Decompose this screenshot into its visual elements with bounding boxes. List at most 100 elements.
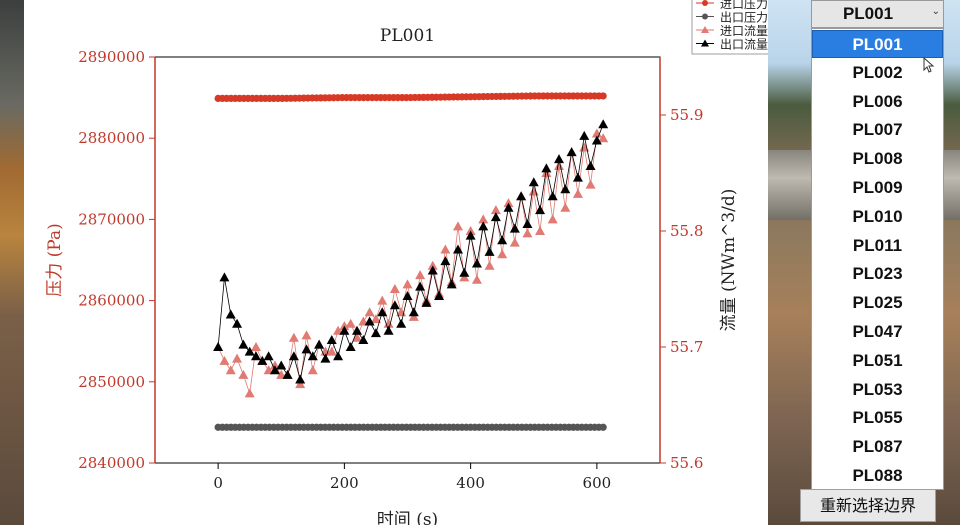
series-2-point: [490, 205, 501, 215]
series-2-point: [554, 161, 564, 171]
pipeline-option-pl055[interactable]: PL055: [852, 408, 903, 428]
series-line-3: [217, 124, 604, 380]
series-2-point: [219, 355, 230, 365]
pipeline-option-pl010[interactable]: PL010: [852, 206, 903, 226]
pipeline-option-pl007[interactable]: PL007: [852, 120, 903, 140]
pipeline-select[interactable]: PL001 ⌄: [811, 0, 944, 28]
series-3-point: [434, 290, 445, 300]
series-3-point: [509, 223, 520, 233]
series-2-point: [389, 284, 400, 293]
series-3-point: [579, 130, 590, 140]
y-left-tick-label: 2850000: [78, 373, 145, 391]
pipeline-option-pl006[interactable]: PL006: [852, 91, 903, 111]
series-3-point: [598, 119, 609, 129]
chart-title: PL001: [380, 26, 435, 46]
pipeline-option-pl051[interactable]: PL051: [852, 350, 903, 370]
pipeline-option-pl053[interactable]: PL053: [852, 379, 903, 399]
series-2-point: [295, 379, 306, 389]
pipeline-option-pl023[interactable]: PL023: [852, 264, 903, 284]
y-right-tick-label: 55.6: [670, 454, 703, 472]
legend-label-1: 出口压力: [720, 11, 768, 25]
series-2-point: [238, 369, 249, 379]
series-2-point: [383, 318, 394, 328]
series-2-point: [377, 295, 388, 305]
pipeline-select-value: PL001: [842, 4, 894, 23]
series-2-point: [591, 128, 602, 138]
pipeline-option-pl088[interactable]: PL088: [852, 466, 903, 485]
series-2-point: [471, 274, 482, 284]
series-3-point: [516, 191, 527, 201]
series-2-point: [370, 314, 381, 324]
series-2-point: [572, 188, 583, 198]
x-axis-label: 时间 (s): [377, 510, 438, 525]
series-3-point: [427, 265, 438, 275]
series-3-point: [257, 355, 268, 365]
series-3-point: [352, 325, 362, 335]
x-tick-label: 600: [583, 474, 612, 492]
series-3-point: [383, 325, 394, 335]
reselect-boundary-button[interactable]: 重新选择边界: [800, 489, 936, 522]
series-2-point: [598, 133, 609, 143]
series-3-point: [471, 258, 482, 268]
y-left-tick-label: 2870000: [78, 210, 145, 228]
series-3-point: [345, 342, 356, 351]
series-2-point: [427, 260, 438, 270]
series-2-point: [333, 325, 344, 335]
series-2-point: [364, 307, 375, 317]
y-right-tick-label: 55.7: [670, 338, 703, 356]
y-left-tick-label: 2860000: [78, 292, 145, 310]
series-3-point: [484, 246, 495, 256]
series-2-point: [251, 342, 261, 351]
series-2-point: [339, 321, 350, 331]
pipeline-option-pl047[interactable]: PL047: [852, 322, 903, 341]
series-3-point: [446, 279, 457, 289]
series-3-point: [377, 307, 388, 317]
series-2-point: [225, 365, 236, 375]
series-2-point: [326, 346, 337, 356]
series-3-point: [440, 256, 451, 266]
series-2-point: [541, 168, 552, 177]
series-2-point: [560, 202, 571, 212]
x-tick-label: 0: [213, 474, 223, 492]
series-2-point: [408, 311, 419, 321]
series-3-point: [320, 353, 331, 363]
chevron-down-icon[interactable]: ⌄: [931, 6, 940, 17]
series-3-point: [269, 365, 280, 375]
series-3-point: [478, 221, 489, 231]
series-3-point: [541, 163, 552, 173]
series-2-point: [453, 221, 463, 231]
pipeline-option-pl002[interactable]: PL002: [852, 62, 903, 82]
series-3-point: [244, 346, 255, 356]
y-left-tick-label: 2890000: [78, 48, 145, 66]
legend-label-3: 出口流量: [720, 38, 768, 52]
series-3-point: [522, 219, 533, 229]
pipeline-option-pl009[interactable]: PL009: [852, 178, 903, 197]
series-0-point: [599, 92, 607, 100]
pipeline-option-pl001[interactable]: PL001: [812, 30, 943, 58]
x-tick-label: 400: [456, 474, 485, 492]
series-2-point: [585, 179, 596, 189]
series-2-point: [415, 270, 426, 280]
series-3-point: [364, 316, 375, 326]
series-3-point: [307, 351, 318, 361]
series-2-point: [288, 332, 299, 342]
series-2-point: [465, 226, 476, 235]
pipeline-option-pl087[interactable]: PL087: [852, 437, 903, 457]
series-3-point: [408, 307, 419, 317]
series-1-point: [599, 423, 607, 431]
pipeline-option-pl025[interactable]: PL025: [852, 293, 903, 313]
series-3-point: [326, 335, 337, 345]
legend-marker-1: [702, 13, 708, 20]
series-3-point: [459, 267, 470, 277]
series-2-point: [509, 237, 520, 247]
series-2-point: [301, 330, 312, 340]
y-left-axis-label: 压力 (Pa): [45, 223, 65, 296]
series-3-point: [232, 318, 243, 328]
legend-label-0: 进口压力: [720, 0, 768, 11]
series-3-point: [219, 272, 230, 282]
pipeline-option-pl011[interactable]: PL011: [852, 235, 903, 255]
series-2-point: [522, 228, 533, 238]
series-2-point: [547, 214, 558, 224]
pipeline-option-pl008[interactable]: PL008: [852, 149, 903, 169]
series-3-point: [560, 184, 571, 194]
